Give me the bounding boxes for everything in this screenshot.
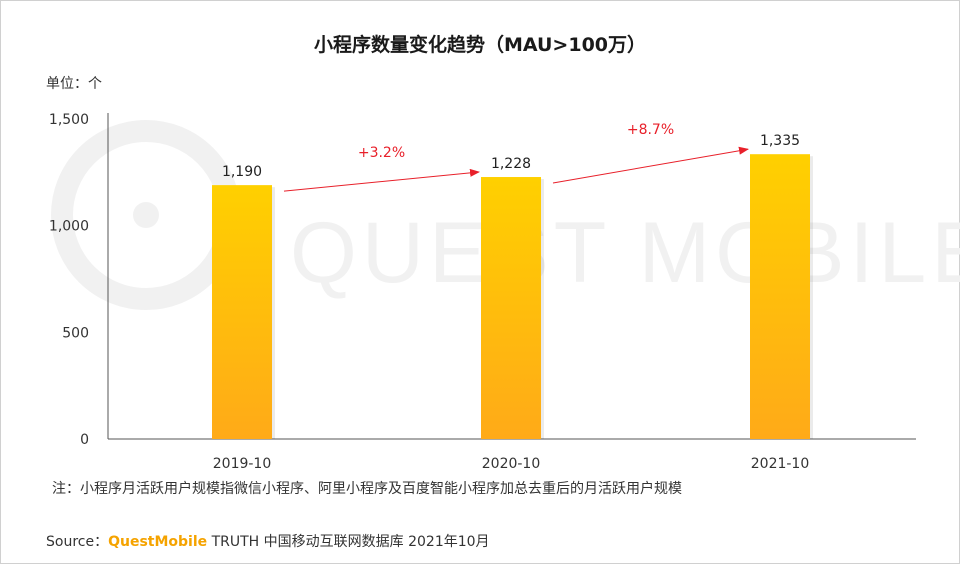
y-tick-label: 1,500 [49, 112, 89, 128]
source-prefix: Source： [46, 534, 109, 550]
bar [750, 154, 810, 439]
source-line: Source：QuestMobile TRUTH 中国移动互联网数据库 2021… [46, 531, 490, 551]
unit-label: 单位：个 [46, 76, 102, 92]
y-tick-label: 500 [62, 325, 89, 341]
growth-label: +3.2% [358, 145, 405, 161]
growth-label: +8.7% [627, 122, 674, 138]
bar [212, 185, 272, 439]
x-tick-label: 2020-10 [482, 456, 541, 472]
growth-arrow [283, 168, 480, 192]
bar-value-label: 1,228 [491, 156, 531, 172]
x-tick-label: 2021-10 [751, 456, 810, 472]
footnote: 注：小程序月活跃用户规模指微信小程序、阿里小程序及百度智能小程序加总去重后的月活… [52, 481, 682, 497]
y-tick-label: 1,000 [49, 219, 89, 235]
x-tick-label: 2019-10 [213, 456, 272, 472]
source-rest: TRUTH 中国移动互联网数据库 2021年10月 [207, 534, 490, 550]
bar [481, 177, 541, 439]
source-brand: QuestMobile [108, 534, 208, 550]
growth-arrow [552, 146, 749, 184]
bar-value-label: 1,335 [760, 133, 800, 149]
y-tick-label: 0 [80, 432, 89, 448]
chart-title: 小程序数量变化趋势（MAU>100万） [313, 34, 647, 56]
bar-value-label: 1,190 [222, 164, 262, 180]
